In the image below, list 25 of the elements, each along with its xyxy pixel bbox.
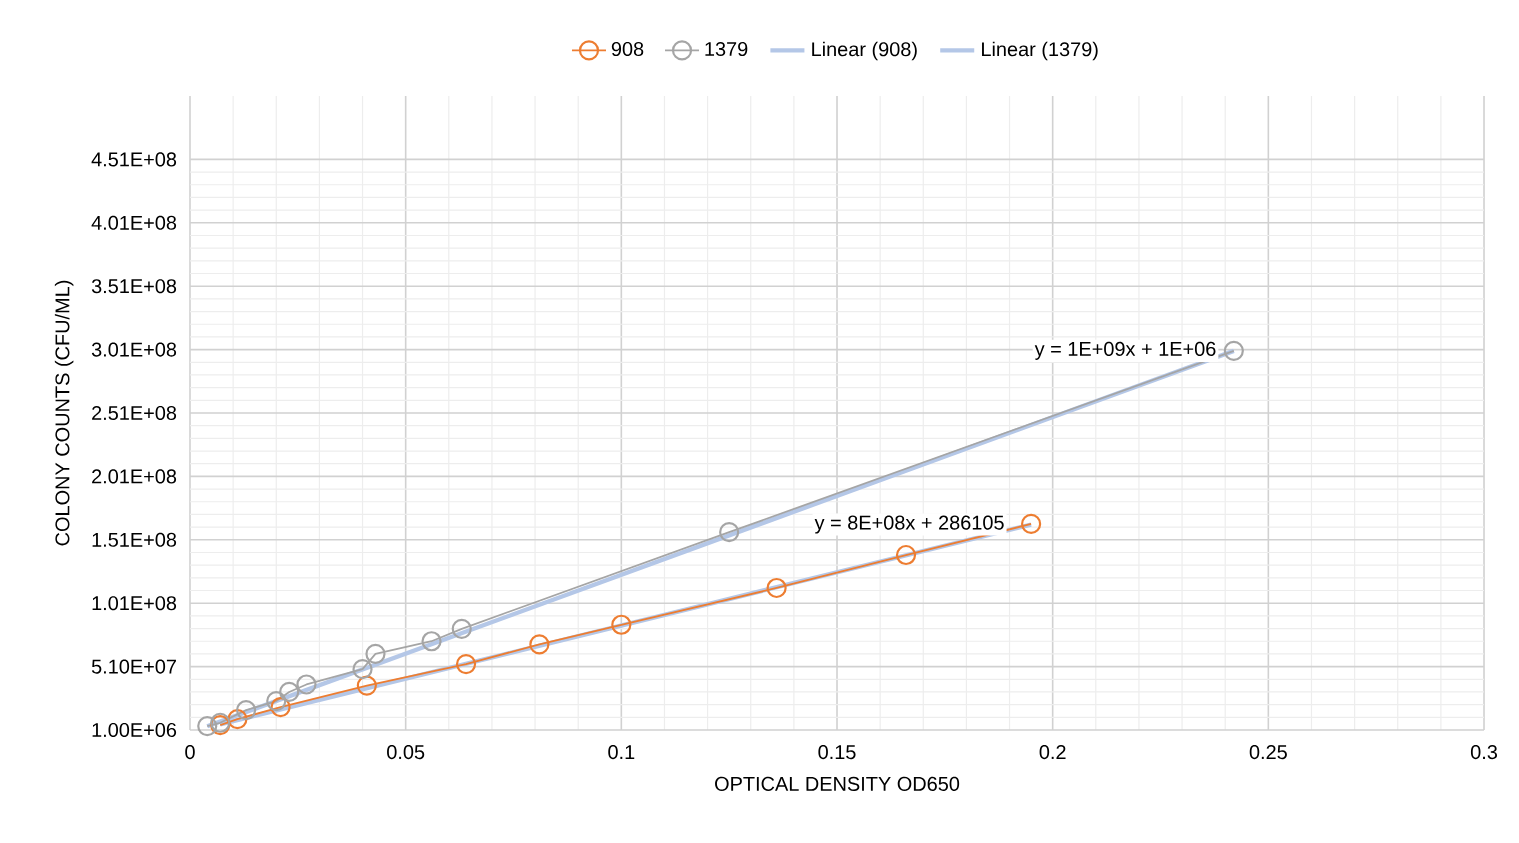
y-tick-label: 2.01E+08: [92, 469, 177, 484]
y-tick-label: 5.10E+07: [91, 659, 176, 674]
y-tick-label: 3.51E+08: [91, 279, 177, 294]
y-tick-label: 1.51E+08: [92, 532, 177, 547]
legend-label: Linear (1379): [982, 41, 1098, 61]
legend-label: 908: [611, 41, 644, 57]
x-tick-label: 0.2: [1039, 745, 1066, 760]
annotation: y = 1E+09x + 1E+06: [1034, 341, 1216, 360]
x-tick-label: 0.3: [1470, 745, 1497, 760]
y-tick-label: 1.00E+06: [92, 722, 177, 738]
y-axis-title: COLONY COUNTS (CFU/ML): [54, 280, 74, 546]
y-tick-label: 3.01E+08: [91, 342, 177, 357]
x-tick-label: 0: [185, 745, 195, 760]
x-axis-title: OPTICAL DENSITY OD650: [715, 776, 960, 791]
legend-label: 1379: [705, 41, 748, 57]
y-tick-label: 1.01E+08: [92, 596, 177, 611]
x-tick-label: 0.05: [387, 745, 425, 760]
x-tick-label: 0.15: [818, 745, 856, 760]
y-tick-label: 4.01E+08: [91, 215, 177, 230]
annotation: y = 8E+08x + 286105: [814, 515, 1004, 534]
y-tick-label: 2.51E+08: [92, 405, 177, 421]
x-tick-label: 0.1: [608, 745, 635, 760]
x-tick-label: 0.25: [1249, 745, 1287, 760]
y-tick-label: 4.51E+08: [91, 152, 177, 167]
legend-label: Linear (908): [812, 41, 917, 61]
